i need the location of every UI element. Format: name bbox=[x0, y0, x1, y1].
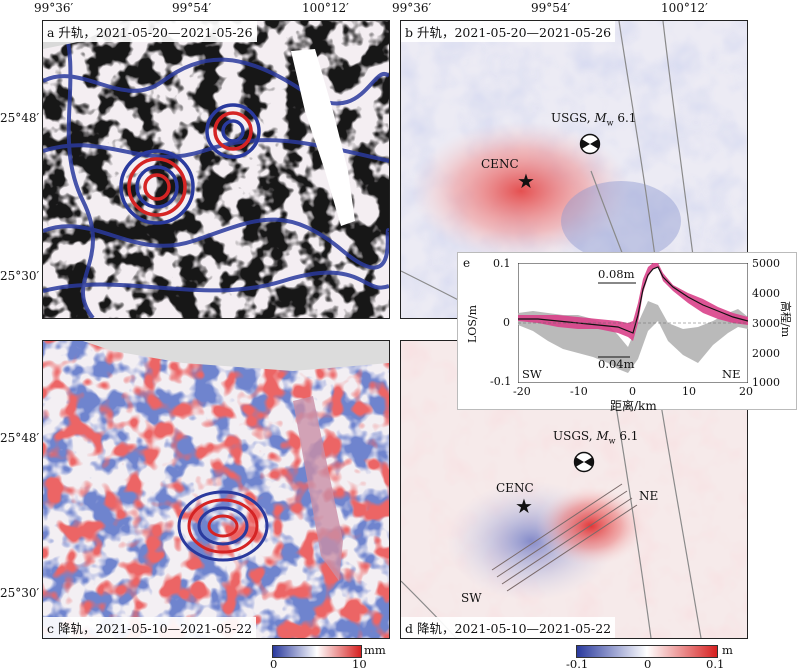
usgs-label-b: USGS, Mw 6.1 bbox=[551, 111, 637, 128]
inset-y-right-label: 高程/m bbox=[779, 301, 792, 338]
panel-b-label: b 升轨，2021-05-20—2021-05-26 bbox=[401, 21, 616, 42]
lon-tick-b1: 99°36′ bbox=[392, 1, 432, 15]
colorbar-left-min: 0 bbox=[270, 657, 278, 671]
annotation-top: 0.08m bbox=[598, 267, 635, 281]
focal-mechanism-beachball-icon bbox=[579, 133, 601, 155]
inset-y-right-tick-5: 1000 bbox=[752, 376, 780, 389]
inset-x-tick-1: -20 bbox=[513, 385, 531, 398]
colorbar-left-mm bbox=[272, 645, 362, 658]
los-mean-line bbox=[518, 266, 748, 334]
panel-c-descending-interferogram: c 降轨，2021-05-10—2021-05-22 bbox=[42, 340, 390, 639]
inset-sw-label: SW bbox=[522, 367, 542, 381]
inset-y-right-tick-1: 5000 bbox=[752, 257, 780, 270]
lon-tick-b2: 99°54′ bbox=[531, 1, 571, 15]
panel-d-label: d 降轨，2021-05-10—2021-05-22 bbox=[401, 617, 616, 638]
lat-tick-bottom-1: 25°48′ bbox=[0, 431, 40, 445]
lat-tick-top-1: 25°48′ bbox=[0, 111, 40, 125]
inset-e-profile-chart: e 0.1 0 -0.1 LOS/m 5000 4000 3000 2000 1… bbox=[457, 252, 797, 413]
profile-end-sw-label: SW bbox=[461, 591, 482, 605]
panel-a-label: a 升轨，2021-05-20—2021-05-26 bbox=[43, 21, 257, 42]
inset-y-left-tick-1: 0.1 bbox=[493, 257, 511, 270]
epicenter-star-icon: ★ bbox=[517, 169, 535, 193]
inset-x-label: 距离/km bbox=[610, 399, 657, 413]
panel-c-map bbox=[43, 341, 389, 638]
colorbar-left-max: 10 bbox=[352, 657, 367, 671]
decorrelated-lake-area-a bbox=[291, 49, 355, 226]
inset-label: e bbox=[463, 256, 471, 270]
panel-a-ascending-interferogram: a 升轨，2021-05-20—2021-05-26 bbox=[42, 20, 390, 319]
inset-ne-label: NE bbox=[722, 367, 741, 381]
los-band bbox=[518, 263, 748, 341]
panel-c-label: c 降轨，2021-05-10—2021-05-22 bbox=[43, 617, 257, 638]
panel-d-descending-deformation: d 降轨，2021-05-10—2021-05-22 USGS, Mw 6.1 … bbox=[400, 340, 748, 639]
profile-end-ne-label: NE bbox=[639, 489, 659, 503]
inset-y-left-label: LOS/m bbox=[466, 305, 479, 343]
colorbar-left-unit: mm bbox=[364, 643, 386, 657]
lat-tick-top-2: 25°30′ bbox=[0, 269, 40, 283]
focal-mechanism-beachball-icon-d bbox=[573, 451, 595, 473]
usgs-label-d: USGS, Mw 6.1 bbox=[553, 429, 639, 446]
decorrelated-zone-c bbox=[293, 396, 343, 581]
inset-y-right-tick-4: 2000 bbox=[752, 347, 780, 360]
inset-x-tick-2: -10 bbox=[570, 385, 588, 398]
lon-tick-b3: 100°12′ bbox=[661, 1, 708, 15]
colorbar-right-unit: m bbox=[722, 643, 733, 657]
cenc-label-d: CENC bbox=[496, 481, 534, 495]
inset-y-right-tick-3: 3000 bbox=[752, 317, 780, 330]
inset-plot-area bbox=[518, 263, 748, 383]
inset-y-left-tick-3: -0.1 bbox=[490, 375, 512, 388]
lon-tick-a3: 100°12′ bbox=[302, 1, 349, 15]
inset-x-tick-3: 0 bbox=[629, 385, 636, 398]
panel-a-map bbox=[43, 21, 389, 318]
colorbar-right-min: -0.1 bbox=[566, 657, 589, 671]
colorbar-right-mid: 0 bbox=[644, 657, 652, 671]
inset-x-tick-4: 10 bbox=[682, 385, 696, 398]
annotation-bottom: 0.04m bbox=[598, 357, 635, 371]
cenc-label-b: CENC bbox=[481, 157, 519, 171]
lon-tick-a2: 99°54′ bbox=[172, 1, 212, 15]
lat-tick-bottom-2: 25°30′ bbox=[0, 586, 40, 600]
colorbar-right-m bbox=[576, 645, 718, 658]
lon-tick-a1: 99°36′ bbox=[34, 1, 74, 15]
inset-x-tick-5: 20 bbox=[739, 385, 753, 398]
epicenter-star-icon-d: ★ bbox=[515, 494, 533, 518]
inset-y-right-tick-2: 4000 bbox=[752, 287, 780, 300]
inset-y-left-tick-2: 0 bbox=[503, 316, 510, 329]
colorbar-right-max: 0.1 bbox=[706, 657, 725, 671]
